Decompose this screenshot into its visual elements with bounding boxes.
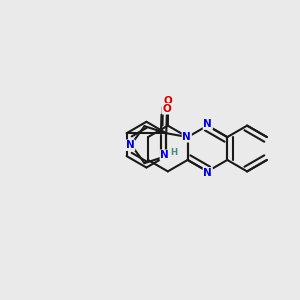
Text: N: N	[203, 168, 212, 178]
Text: N: N	[160, 150, 169, 160]
Text: O: O	[163, 104, 171, 114]
Text: H: H	[170, 148, 178, 157]
Text: N: N	[203, 119, 212, 129]
Text: N: N	[182, 132, 191, 142]
Text: O: O	[164, 96, 172, 106]
Text: N: N	[126, 140, 134, 150]
